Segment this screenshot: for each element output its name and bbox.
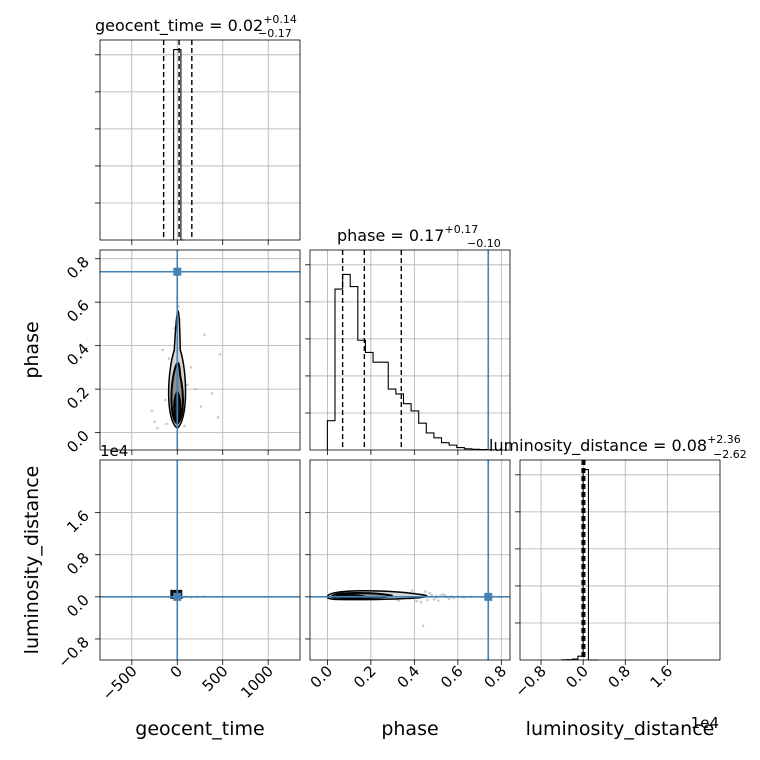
x-axis-label-phase: phase	[381, 718, 438, 740]
title-geocent-time: geocent_time = 0.02+0.14	[95, 13, 297, 36]
x-offset-text-luminosity-distance: 1e4	[691, 714, 719, 732]
p22-frame	[519, 459, 721, 661]
panel-phase-histogram	[305, 249, 511, 455]
p21-point-20	[410, 589, 414, 592]
p21-xtick-label-1: 0.2	[350, 662, 380, 692]
p10-point-39	[216, 416, 220, 419]
p10-point-38	[218, 353, 222, 356]
title-geocent-time-plus: +0.14	[263, 13, 297, 26]
p10-point-27	[189, 366, 193, 369]
p21-point-35	[436, 599, 440, 602]
p11-hist-step	[326, 273, 496, 451]
p20-ytick-label-2: 0.8	[63, 549, 93, 579]
p20-ytick-label-0: −0.8	[54, 633, 92, 671]
p10-ytick-label-0: 0.0	[63, 427, 93, 457]
title-luminosity-distance: luminosity_distance = 0.08+2.36	[489, 433, 741, 456]
p10-point-32	[155, 426, 159, 430]
title-phase: phase = 0.17+0.17	[337, 223, 478, 245]
p10-point-33	[161, 348, 165, 352]
title-geocent-time-value: geocent_time = 0.02	[95, 16, 263, 36]
p22-xtick-label-0: −0.8	[511, 662, 549, 700]
p21-xtick-label-4: 0.8	[481, 662, 511, 692]
p22-xtick-label-3: 1.6	[647, 662, 677, 692]
p21-point-23	[441, 592, 444, 596]
p21-point-7	[426, 598, 429, 602]
panel-luminosity-distance-histogram: −0.8 0.0 0.8 1.6	[511, 459, 721, 701]
p11-frame	[309, 249, 511, 451]
p21-point-21	[397, 599, 401, 602]
panel-luminosity-distance-vs-geocent-time: −0.8 0.0 0.8 1.6 −500 0 500 1000	[54, 459, 301, 704]
p21-truth-marker	[484, 592, 493, 601]
p21-point-16	[415, 599, 418, 603]
title-phase-value: phase = 0.17	[337, 226, 444, 245]
p21-point-30	[421, 624, 425, 628]
title-luminosity-distance-plus: +2.36	[707, 433, 741, 446]
p10-ytick-label-3: 0.6	[63, 296, 93, 326]
p10-point-26	[165, 422, 168, 426]
p10-point-30	[203, 333, 206, 337]
p10-point-29	[199, 405, 203, 408]
p00-frame	[99, 39, 301, 241]
title-geocent-time-minus: −0.17	[258, 27, 292, 40]
p21-xtick-label-0: 0.0	[307, 662, 337, 692]
title-luminosity-distance-minus: −2.62	[713, 448, 747, 461]
p20-xtick-label-3: 1000	[237, 662, 277, 702]
p20-ytick-label-1: 0.0	[63, 591, 93, 621]
p10-point-28	[194, 387, 197, 391]
p20-frame	[99, 459, 301, 661]
p21-point-25	[443, 593, 447, 597]
p22-xtick-label-2: 0.8	[604, 662, 634, 692]
p10-point-47	[185, 383, 189, 387]
p10-point-31	[210, 392, 214, 395]
y-axis-label-luminosity-distance: luminosity_distance	[21, 466, 43, 655]
p10-point-25	[153, 420, 156, 424]
p21-point-19	[419, 600, 423, 604]
p20-xtick-label-1: 0	[167, 662, 186, 681]
y-offset-text-luminosity-distance: 1e4	[100, 442, 128, 460]
p10-point-24	[150, 409, 154, 413]
panel-geocent-time-histogram	[95, 39, 301, 245]
p21-point-24	[447, 597, 451, 601]
p20-ytick-label-3: 1.6	[63, 507, 93, 537]
panel-phase-vs-geocent-time: 0.0 0.2 0.4 0.6 0.8	[63, 249, 301, 457]
p20-xtick-label-2: 500	[199, 662, 232, 695]
p10-point-37	[167, 357, 171, 360]
p22-xtick-label-1: 0.0	[562, 662, 592, 692]
y-axis-label-phase: phase	[21, 321, 43, 378]
p10-point-40	[183, 424, 186, 428]
p20-xtick-label-0: −500	[99, 662, 141, 704]
title-phase-plus: +0.17	[444, 223, 478, 236]
p21-point-18	[428, 591, 431, 595]
p10-point-48	[164, 398, 167, 402]
p21-point-17	[423, 590, 427, 593]
p10-frame	[99, 249, 301, 451]
p10-ytick-label-1: 0.2	[63, 383, 93, 413]
p21-point-8	[430, 593, 434, 597]
p22-hist-step	[561, 468, 599, 661]
title-phase-minus: −0.10	[467, 237, 501, 250]
p21-xtick-label-3: 0.6	[437, 662, 467, 692]
x-axis-label-geocent-time: geocent_time	[135, 718, 264, 740]
p10-truth-marker	[173, 267, 182, 276]
p21-frame	[309, 459, 511, 661]
p20-truth-marker	[173, 592, 182, 601]
p10-ytick-label-2: 0.4	[63, 340, 93, 370]
p21-point-26	[432, 598, 436, 601]
title-luminosity-distance-value: luminosity_distance = 0.08	[489, 436, 707, 456]
x-axis-label-luminosity-distance: luminosity_distance	[526, 718, 715, 740]
panel-luminosity-distance-vs-phase: 0.0 0.2 0.4 0.6 0.8	[305, 459, 511, 692]
p10-ytick-label-4: 0.8	[63, 253, 93, 283]
p21-xtick-label-2: 0.4	[394, 662, 424, 692]
